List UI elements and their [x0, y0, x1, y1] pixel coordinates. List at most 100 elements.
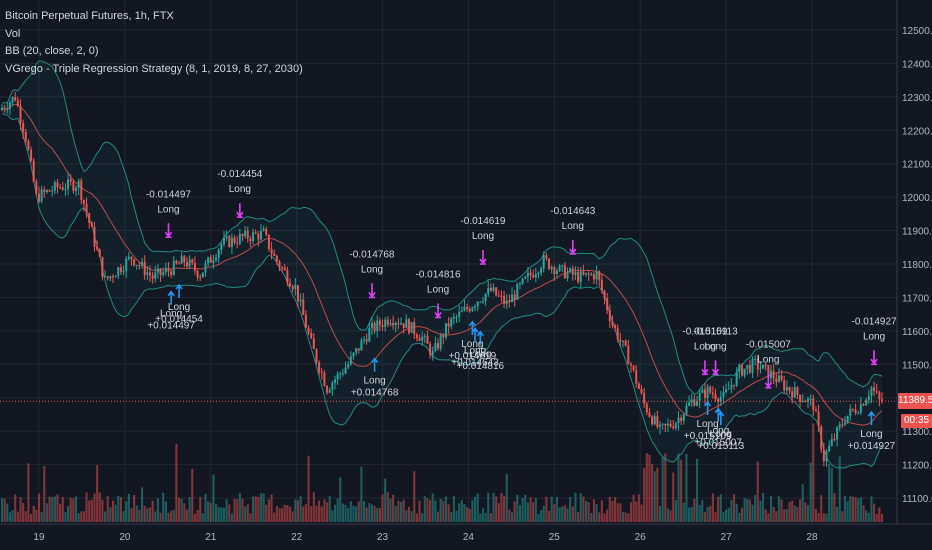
candle: [846, 415, 849, 424]
volume-bar: [838, 456, 841, 522]
candle: [859, 396, 862, 416]
candle: [19, 99, 22, 131]
trade-pnl-label: -0.014927: [852, 316, 897, 327]
candle: [117, 266, 120, 280]
candle: [838, 421, 841, 432]
candle: [14, 92, 17, 102]
candle: [458, 305, 461, 323]
volume-bar: [775, 511, 778, 522]
candle: [698, 389, 701, 408]
exit-arrow-icon: [434, 303, 442, 319]
candle: [373, 320, 376, 334]
candle: [275, 254, 278, 266]
volume-bar: [563, 505, 566, 522]
volume-bar: [228, 504, 231, 522]
candle: [114, 275, 117, 278]
candle: [600, 273, 603, 294]
volume-bar: [267, 499, 270, 522]
volume-bar: [682, 502, 685, 522]
volume-bar: [442, 500, 445, 522]
exit-arrow-icon: [164, 223, 173, 239]
volume-bar: [413, 471, 416, 522]
trade-side-label: Long: [562, 221, 584, 232]
candle: [880, 392, 884, 404]
trade-pnl-label: -0.014643: [550, 206, 595, 217]
candle: [796, 386, 799, 400]
volume-bar: [725, 510, 728, 522]
trade-pnl-label: -0.015007: [746, 340, 791, 351]
candle: [299, 293, 302, 307]
candle: [199, 274, 202, 282]
exit-signal: -0.014454 Long: [217, 169, 263, 218]
volume-bar: [148, 507, 152, 522]
volume-bar: [53, 496, 56, 522]
volume-bar: [114, 504, 117, 522]
candle: [452, 312, 455, 325]
candle: [323, 370, 326, 387]
volume-bar: [751, 504, 754, 522]
candle: [135, 264, 138, 270]
trade-pnl-label: +0.015109: [684, 431, 732, 442]
candle: [336, 371, 339, 385]
volume-bar: [643, 468, 646, 522]
volume-bar: [767, 513, 770, 522]
candle: [669, 419, 672, 429]
volume-bar: [323, 499, 326, 522]
trade-side-label: Long: [160, 309, 182, 320]
volume-bar: [862, 505, 865, 522]
candle: [8, 100, 11, 115]
candle: [703, 382, 706, 405]
candle: [431, 346, 434, 361]
volume-bar: [666, 508, 669, 522]
volume-bar: [394, 505, 397, 522]
candle: [0, 104, 4, 112]
volume-bar: [629, 502, 633, 522]
exit-arrow-icon: [764, 373, 773, 389]
candle: [505, 294, 508, 310]
volume-bar: [40, 511, 43, 522]
candle: [624, 339, 627, 347]
candle: [558, 264, 561, 273]
volume-bar: [347, 507, 350, 522]
candle: [685, 401, 688, 416]
candle: [873, 381, 876, 397]
candle: [595, 265, 598, 285]
candle: [378, 317, 381, 332]
candle: [503, 290, 506, 309]
exit-arrow-icon: [479, 250, 487, 265]
candle: [555, 267, 558, 279]
volume-bar: [606, 509, 609, 522]
candle: [799, 394, 802, 408]
candle: [553, 265, 556, 281]
volume-bar: [45, 503, 48, 522]
volume-bar: [505, 473, 508, 522]
volume-bar: [215, 504, 218, 522]
volume-bar: [574, 492, 577, 522]
volume-bar: [386, 492, 389, 522]
volume-bar: [669, 510, 672, 522]
volume-bar: [590, 512, 593, 522]
volume-bar: [614, 497, 617, 522]
candle: [870, 386, 873, 403]
candle: [735, 367, 738, 387]
volume-bar: [476, 493, 479, 522]
volume-bars: [0, 423, 884, 522]
candle: [93, 221, 96, 252]
volume-bar: [820, 495, 823, 522]
volume-bar: [804, 502, 807, 522]
candle: [804, 399, 807, 403]
candle: [479, 301, 482, 303]
volume-bar: [732, 494, 736, 522]
volume-bar: [281, 508, 284, 522]
trade-pnl-label: -0.014768: [349, 249, 394, 260]
candle: [653, 412, 656, 426]
candle: [857, 410, 860, 415]
volume-bar: [777, 496, 780, 522]
candle: [841, 418, 844, 429]
candle: [619, 332, 622, 347]
volume-bar: [709, 505, 712, 522]
trade-pnl-label: +0.015007: [694, 438, 742, 449]
volume-bar: [98, 492, 101, 522]
volume-bar: [3, 498, 6, 522]
